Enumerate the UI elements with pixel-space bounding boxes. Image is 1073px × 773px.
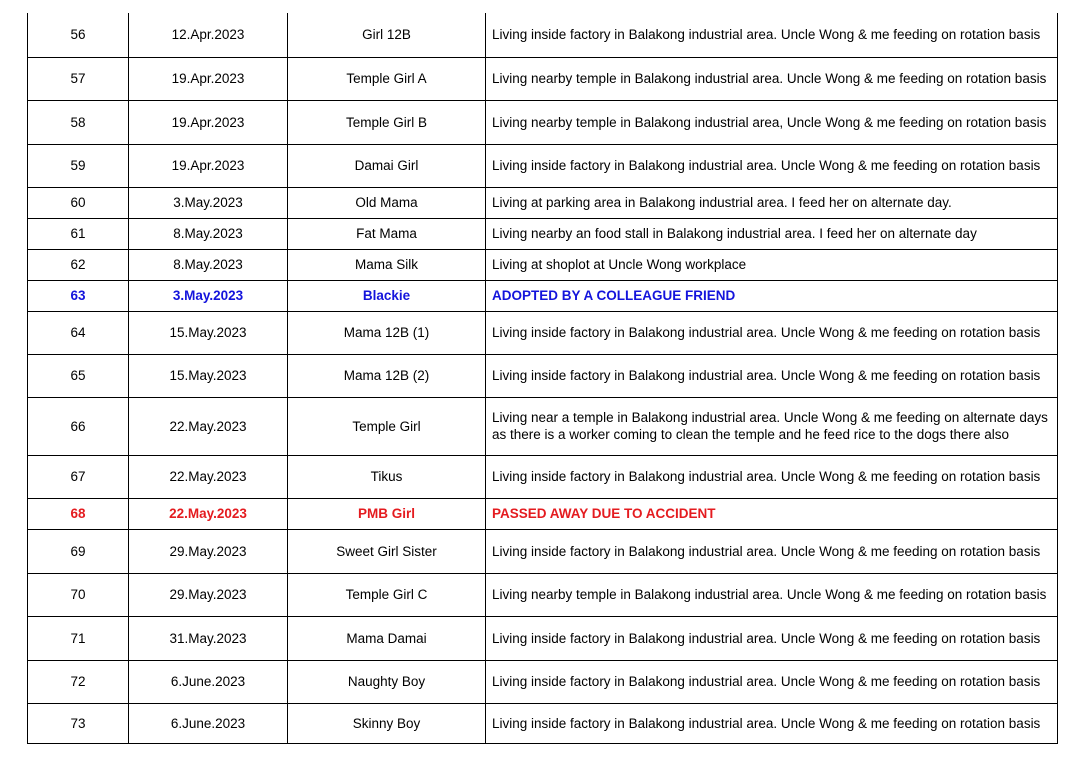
description-cell: Living inside factory in Balakong indust… (485, 143, 1058, 188)
row-number-cell: 65 (27, 353, 129, 398)
date-cell: 31.May.2023 (128, 615, 288, 661)
date-cell: 22.May.2023 (128, 497, 288, 530)
date-cell: 6.June.2023 (128, 659, 288, 704)
row-number-cell: 56 (27, 13, 129, 58)
date-cell: 19.Apr.2023 (128, 56, 288, 101)
description-cell: Living at shoplot at Uncle Wong workplac… (485, 248, 1058, 281)
table-row: 56 12.Apr.2023 Girl 12B Living inside facto… (27, 13, 1058, 58)
description-cell: Living inside factory in Balakong indust… (485, 702, 1058, 744)
table-row: 72 6.June.2023 Naughty Boy Living inside fa… (27, 659, 1058, 704)
name-cell: Fat Mama (287, 217, 486, 250)
date-cell: 15.May.2023 (128, 353, 288, 398)
date-cell: 15.May.2023 (128, 310, 288, 355)
row-number-cell: 64 (27, 310, 129, 355)
row-number-cell: 58 (27, 99, 129, 145)
description-cell: Living nearby temple in Balakong industr… (485, 56, 1058, 101)
row-number-cell: 60 (27, 186, 129, 219)
table-body: 56 12.Apr.2023 Girl 12B Living inside facto… (27, 13, 1058, 744)
description-cell: Living inside factory in Balakong indust… (485, 310, 1058, 355)
name-cell: Temple Girl B (287, 99, 486, 145)
row-number-cell: 67 (27, 454, 129, 499)
row-number-cell: 61 (27, 217, 129, 250)
row-number-cell: 71 (27, 615, 129, 661)
name-cell: Temple Girl (287, 396, 486, 456)
date-cell: 8.May.2023 (128, 217, 288, 250)
name-cell: Temple Girl A (287, 56, 486, 101)
description-cell: Living inside factory in Balakong indust… (485, 454, 1058, 499)
name-cell: Temple Girl C (287, 572, 486, 617)
row-number-cell: 70 (27, 572, 129, 617)
table-row: 70 29.May.2023 Temple Girl C Living nearby … (27, 572, 1058, 617)
row-number-cell: 62 (27, 248, 129, 281)
date-cell: 3.May.2023 (128, 186, 288, 219)
name-cell: Tikus (287, 454, 486, 499)
name-cell: Mama 12B (2) (287, 353, 486, 398)
table-row: 62 8.May.2023 Mama Silk Living at shoplot a… (27, 248, 1058, 281)
table-row: 68 22.May.2023 PMB Girl PASSED AWAY DUE TO … (27, 497, 1058, 530)
name-cell: Mama Damai (287, 615, 486, 661)
date-cell: 22.May.2023 (128, 454, 288, 499)
table-row: 57 19.Apr.2023 Temple Girl A Living nearby … (27, 56, 1058, 101)
row-number-cell: 73 (27, 702, 129, 744)
name-cell: Blackie (287, 279, 486, 312)
row-number-cell: 68 (27, 497, 129, 530)
date-cell: 3.May.2023 (128, 279, 288, 312)
table-row: 71 31.May.2023 Mama Damai Living inside fac… (27, 615, 1058, 661)
description-cell: Living inside factory in Balakong indust… (485, 615, 1058, 661)
table-row: 63 3.May.2023 Blackie ADOPTED BY A COLLEAGU… (27, 279, 1058, 312)
description-cell: Living nearby an food stall in Balakong … (485, 217, 1058, 250)
row-number-cell: 59 (27, 143, 129, 188)
table-row: 61 8.May.2023 Fat Mama Living nearby an foo… (27, 217, 1058, 250)
date-cell: 19.Apr.2023 (128, 99, 288, 145)
row-number-cell: 63 (27, 279, 129, 312)
name-cell: Old Mama (287, 186, 486, 219)
name-cell: Mama Silk (287, 248, 486, 281)
name-cell: Girl 12B (287, 13, 486, 58)
description-cell: Living inside factory in Balakong indust… (485, 528, 1058, 574)
table-row: 64 15.May.2023 Mama 12B (1) Living inside f… (27, 310, 1058, 355)
date-cell: 12.Apr.2023 (128, 13, 288, 58)
table-row: 69 29.May.2023 Sweet Girl Sister Living ins… (27, 528, 1058, 574)
date-cell: 6.June.2023 (128, 702, 288, 744)
name-cell: Naughty Boy (287, 659, 486, 704)
description-cell: Living nearby temple in Balakong industr… (485, 572, 1058, 617)
date-cell: 22.May.2023 (128, 396, 288, 456)
description-cell: Living inside factory in Balakong indust… (485, 13, 1058, 58)
row-number-cell: 66 (27, 396, 129, 456)
table-row: 65 15.May.2023 Mama 12B (2) Living inside f… (27, 353, 1058, 398)
animal-record-table: 56 12.Apr.2023 Girl 12B Living inside facto… (27, 13, 1058, 744)
date-cell: 29.May.2023 (128, 528, 288, 574)
table-row: 60 3.May.2023 Old Mama Living at parking ar… (27, 186, 1058, 219)
description-cell: Living at parking area in Balakong indus… (485, 186, 1058, 219)
description-cell: Living inside factory in Balakong indust… (485, 353, 1058, 398)
table-row: 67 22.May.2023 Tikus Living inside factory … (27, 454, 1058, 499)
date-cell: 8.May.2023 (128, 248, 288, 281)
description-cell: Living near a temple in Balakong industr… (485, 396, 1058, 456)
date-cell: 29.May.2023 (128, 572, 288, 617)
name-cell: Mama 12B (1) (287, 310, 486, 355)
date-cell: 19.Apr.2023 (128, 143, 288, 188)
name-cell: Sweet Girl Sister (287, 528, 486, 574)
name-cell: Damai Girl (287, 143, 486, 188)
name-cell: PMB Girl (287, 497, 486, 530)
row-number-cell: 69 (27, 528, 129, 574)
table-row: 59 19.Apr.2023 Damai Girl Living inside fac… (27, 143, 1058, 188)
name-cell: Skinny Boy (287, 702, 486, 744)
row-number-cell: 57 (27, 56, 129, 101)
description-cell: Living nearby temple in Balakong industr… (485, 99, 1058, 145)
row-number-cell: 72 (27, 659, 129, 704)
description-cell: ADOPTED BY A COLLEAGUE FRIEND (485, 279, 1058, 312)
description-cell: PASSED AWAY DUE TO ACCIDENT (485, 497, 1058, 530)
table-row: 58 19.Apr.2023 Temple Girl B Living nearby … (27, 99, 1058, 145)
description-cell: Living inside factory in Balakong indust… (485, 659, 1058, 704)
table-row: 66 22.May.2023 Temple Girl Living near a te… (27, 396, 1058, 456)
table-row: 73 6.June.2023 Skinny Boy Living inside fac… (27, 702, 1058, 744)
